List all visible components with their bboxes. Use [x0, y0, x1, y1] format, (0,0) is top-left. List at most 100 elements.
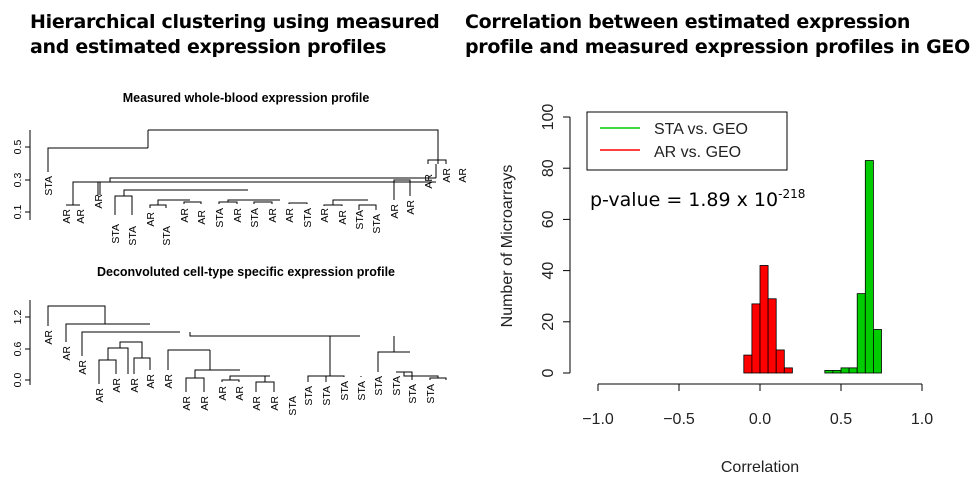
dendrogram-measured-branches [47, 129, 447, 215]
branch [393, 179, 411, 200]
histogram-bar [767, 298, 777, 374]
histogram-y-axis: 0 20 40 60 80 100 [540, 104, 571, 377]
branch [427, 159, 447, 164]
branch [255, 381, 275, 392]
leaf-label: AR [75, 209, 87, 224]
branch [157, 199, 190, 205]
dendrogram-measured: Measured whole-blood expression profile … [12, 91, 469, 246]
leaf-label: AR [111, 378, 123, 393]
leaf-label: STA [161, 226, 173, 246]
legend-label-sta: STA vs. GEO [654, 121, 748, 138]
dendrogram-deconvoluted: Deconvoluted cell-type specific expressi… [12, 265, 447, 416]
branch [183, 201, 202, 204]
leaf-label: STA [214, 208, 226, 228]
leaf-label: STA [339, 381, 351, 401]
left-heading-line1: Hierarchical clustering using measured [30, 11, 440, 33]
branch [133, 357, 151, 374]
leaf-label: AR [145, 212, 157, 227]
branch [358, 204, 377, 210]
branch [167, 349, 210, 370]
leaf-label: STA [354, 210, 366, 230]
branch [229, 375, 270, 380]
leaf-label: AR [179, 208, 191, 223]
dendrogram-measured-title: Measured whole-blood expression profile [123, 91, 370, 105]
branch [114, 195, 133, 215]
branch [185, 377, 205, 392]
leaf-label: STA [373, 376, 385, 396]
y-tick-label: 0.6 [12, 342, 24, 357]
branch [396, 371, 413, 380]
y-tick-label: 0.1 [12, 205, 24, 220]
leaf-label: AR [77, 360, 89, 375]
leaf-label: AR [267, 208, 279, 223]
branch [189, 332, 360, 337]
leaf-label: STA [249, 208, 261, 228]
leaf-label: STA [43, 176, 55, 196]
leaf-label: AR [145, 374, 157, 389]
branch [377, 351, 410, 372]
y-tick-label: 20 [540, 313, 557, 331]
leaf-label: STA [425, 384, 437, 404]
branch [288, 202, 308, 204]
leaf-label: AR [93, 194, 105, 209]
leaf-label: STA [407, 384, 419, 404]
y-tick-label: 0.0 [12, 373, 24, 388]
x-tick-label: −1.0 [582, 411, 614, 428]
branch [429, 377, 447, 380]
branch [119, 341, 143, 358]
branch [253, 201, 273, 204]
leaf-label: STA [356, 381, 368, 401]
branch [123, 189, 248, 196]
leaf-label: STA [391, 376, 403, 396]
branch [107, 347, 129, 374]
branch [194, 369, 240, 378]
leaf-label: AR [94, 388, 106, 403]
left-heading-line2: and estimated expression profiles [30, 36, 387, 58]
p-value-base: p-value = 1.89 x 10 [590, 189, 778, 211]
y-tick-label: 100 [540, 104, 557, 131]
leaf-label: AR [423, 174, 435, 189]
histogram-x-label: Correlation [721, 459, 799, 476]
branch [149, 204, 167, 208]
histogram-bar [751, 303, 761, 374]
leaf-label: AR [163, 374, 175, 389]
leaf-label: STA [110, 224, 122, 244]
branch [323, 204, 343, 206]
branch [148, 129, 439, 164]
branch [47, 305, 106, 326]
y-tick-label: 40 [540, 262, 557, 280]
leaf-label: AR [319, 208, 331, 223]
leaf-label: AR [43, 330, 55, 345]
dendrogram-deconvoluted-leaves: AR AR AR AR AR AR AR AR AR AR AR AR AR AR STA STA STA STA… [43, 330, 437, 416]
histogram-bar [832, 370, 842, 374]
p-value-annotation: p-value = 1.89 x 10-218 [590, 187, 805, 211]
leaf-label: AR [217, 386, 229, 401]
leaf-label: STA [127, 226, 139, 246]
branch [403, 372, 439, 378]
p-value-exponent: -218 [778, 187, 805, 201]
histogram-x-axis: −1.0 −0.5 0.0 0.5 1.0 [582, 383, 933, 428]
histogram-bar [759, 265, 769, 374]
x-tick-label: 0.5 [830, 411, 852, 428]
leaf-label: AR [269, 396, 281, 411]
x-tick-label: −0.5 [663, 411, 695, 428]
branch [47, 147, 148, 172]
legend-label-ar: AR vs. GEO [654, 144, 741, 161]
leaf-label: AR [61, 209, 73, 224]
branch [332, 199, 368, 205]
right-heading: Correlation between estimated expression… [465, 10, 975, 60]
leaf-label: AR [234, 386, 246, 401]
branch [65, 323, 150, 342]
leaf-label: AR [199, 396, 211, 411]
histogram-bar [743, 354, 753, 374]
right-heading-line1: Correlation between estimated expression [465, 11, 911, 33]
y-tick-label: 0 [540, 368, 557, 377]
y-tick-label: 1.2 [12, 310, 24, 325]
histogram-bars [743, 160, 882, 374]
dendrogram-deconvoluted-y-axis: 0.0 0.6 1.2 [12, 300, 31, 388]
y-tick-label: 0.5 [12, 140, 24, 155]
leaf-label: STA [287, 396, 299, 416]
y-tick-label: 80 [540, 159, 557, 177]
leaf-label: AR [232, 208, 244, 223]
